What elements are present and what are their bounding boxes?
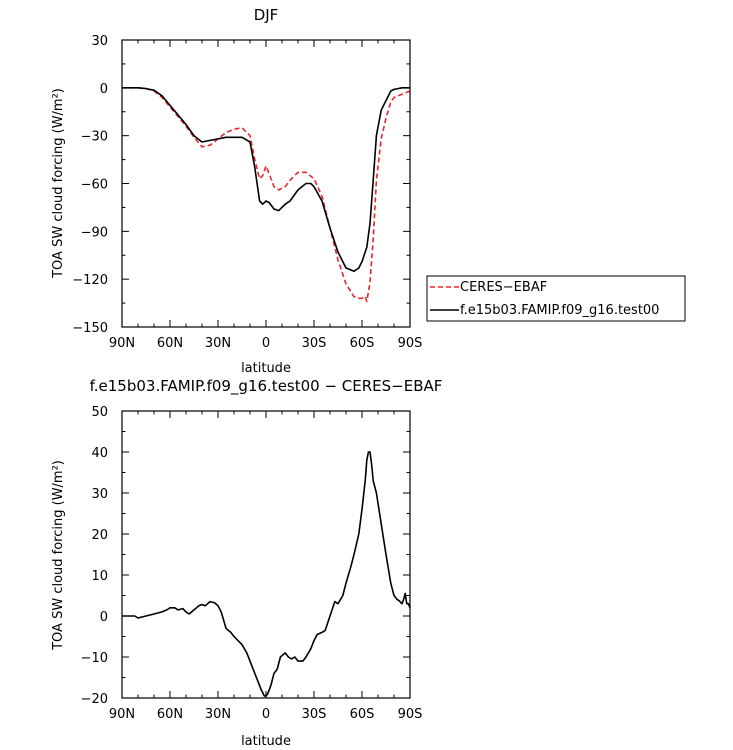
top-plot-frame — [121, 39, 411, 328]
top-x-tick-label: 90N — [109, 336, 135, 351]
bottom-y-tick-label: 10 — [91, 569, 108, 584]
legend: CERES−EBAF f.e15b03.FAMIP.f09_g16.test00 — [426, 275, 686, 322]
bottom-x-tick-label: 30S — [302, 707, 327, 722]
top-panel: DJF TOA SW cloud forcing (W/m²) latitude… — [51, 6, 422, 376]
bottom-series-line-model — [122, 451, 411, 697]
bottom-y-tick-label: 50 — [91, 405, 108, 420]
top-x-tick-label: 60N — [157, 336, 183, 351]
top-x-tick-label: 60S — [350, 336, 375, 351]
bottom-plot-frame — [121, 410, 411, 699]
legend-label-ceres: CERES−EBAF — [460, 280, 547, 295]
top-y-axis-label: TOA SW cloud forcing (W/m²) — [51, 88, 66, 279]
bottom-x-tick-label: 60N — [157, 707, 183, 722]
top-series-group — [122, 87, 411, 303]
bottom-panel: f.e15b03.FAMIP.f09_g16.test00 − CERES−EB… — [51, 377, 442, 749]
top-x-tick-label: 90S — [398, 336, 423, 351]
top-series-line-model — [122, 87, 410, 273]
top-y-tick-label: 0 — [100, 82, 108, 97]
top-axis-ticks: 90N 60N 30N 0 30S 60S 90S 30 0 −30 −60 −90 −120 −150 — [72, 34, 422, 351]
legend-box — [426, 275, 686, 322]
top-x-tick-label: 0 — [262, 336, 270, 351]
top-y-tick-label: −120 — [72, 273, 108, 288]
top-x-axis-label: latitude — [241, 361, 291, 376]
bottom-y-tick-label: −20 — [81, 692, 108, 707]
top-y-tick-label: −150 — [72, 321, 108, 336]
top-chart-title: DJF — [254, 6, 279, 24]
bottom-y-tick-label: 20 — [91, 528, 108, 543]
legend-label-model: f.e15b03.FAMIP.f09_g16.test00 — [460, 303, 659, 318]
bottom-x-tick-label: 0 — [262, 707, 270, 722]
top-y-tick-label: −30 — [81, 130, 108, 145]
bottom-y-tick-label: 40 — [91, 446, 108, 461]
bottom-x-axis-label: latitude — [241, 734, 291, 749]
bottom-axis-ticks: 90N 60N 30N 0 30S 60S 90S 50 40 30 20 10 0 −10 −20 — [81, 405, 423, 722]
bottom-series-group — [122, 451, 411, 697]
bottom-chart-title: f.e15b03.FAMIP.f09_g16.test00 − CERES−EB… — [90, 377, 443, 396]
top-x-tick-label: 30S — [302, 336, 327, 351]
bottom-y-tick-label: 30 — [91, 487, 108, 502]
top-series-line-ceres — [122, 87, 411, 303]
bottom-y-axis-label: TOA SW cloud forcing (W/m²) — [51, 460, 66, 651]
bottom-x-tick-label: 30N — [205, 707, 231, 722]
top-y-tick-label: −90 — [81, 225, 108, 240]
top-y-tick-label: −60 — [81, 178, 108, 193]
top-x-tick-label: 30N — [205, 336, 231, 351]
bottom-x-tick-label: 90S — [398, 707, 423, 722]
bottom-x-tick-label: 90N — [109, 707, 135, 722]
top-y-tick-label: 30 — [91, 34, 108, 49]
bottom-x-tick-label: 60S — [350, 707, 375, 722]
bottom-y-tick-label: −10 — [81, 651, 108, 666]
bottom-y-tick-label: 0 — [100, 610, 108, 625]
